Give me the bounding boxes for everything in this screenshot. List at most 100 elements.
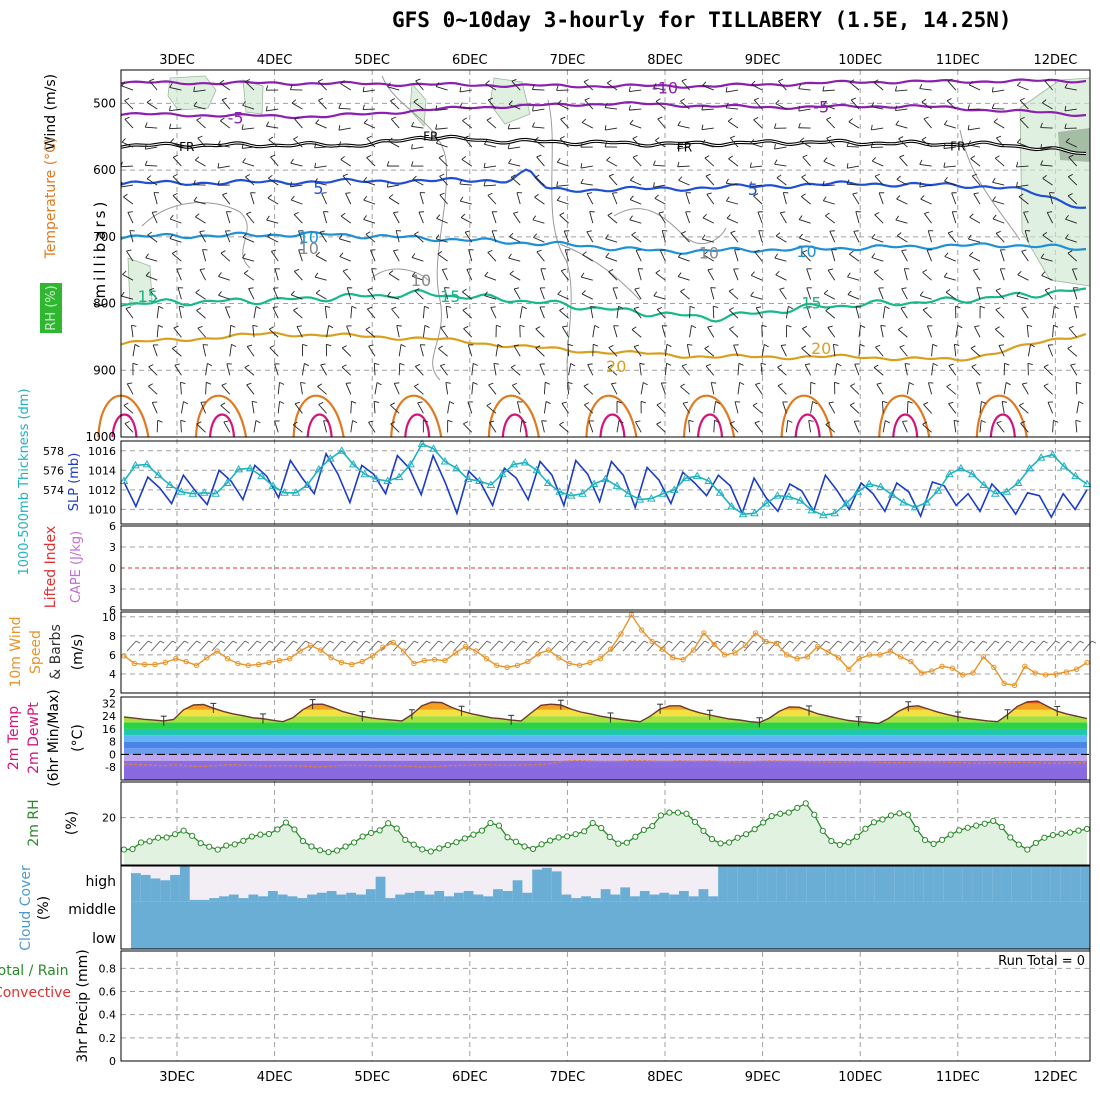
wind-barb [678, 276, 690, 281]
cloud-high-bar [590, 898, 602, 902]
wind-barb [339, 256, 351, 262]
surface-wind-flag [353, 640, 359, 644]
wind-barb-flag [445, 381, 451, 384]
rh-point [623, 839, 630, 846]
wind-barb [1070, 364, 1078, 376]
wind-barb-flag [583, 79, 589, 83]
wind-barb [177, 287, 182, 300]
wind-barb-flag [172, 173, 178, 177]
thickness-point [222, 478, 232, 486]
surface-wind-barb [138, 640, 149, 652]
wind-barb [251, 401, 255, 414]
surface-wind-flag [837, 640, 843, 644]
wind-barb-flag [922, 307, 928, 311]
wind-barb [267, 236, 279, 243]
cloud-high-bar [669, 894, 680, 902]
wind-barb [199, 231, 206, 243]
wind-speed-point [1053, 671, 1059, 677]
rh-point [137, 839, 145, 846]
surface-wind-flag [595, 640, 601, 644]
panel-frame [120, 950, 1091, 1062]
wind-barb [345, 383, 352, 395]
wind-barb-flag [587, 192, 593, 194]
wind-barb-flag [411, 253, 416, 258]
wind-barb [250, 192, 255, 205]
thickness-point [841, 499, 851, 507]
wind-barb [1067, 348, 1078, 357]
wind-barb [293, 271, 303, 281]
surface-wind-barb [296, 640, 306, 652]
frame-layer [120, 69, 1091, 1062]
wind-barb-flag [895, 105, 897, 111]
wind-barb [902, 421, 908, 433]
wind-barb [849, 404, 860, 414]
wind-barb [608, 175, 618, 186]
wind-barb [508, 127, 521, 130]
wind-barb [1003, 382, 1007, 395]
wind-barb [895, 89, 908, 92]
precip-tick-label: 0.2 [99, 1032, 117, 1045]
wind-barb [225, 230, 231, 243]
wind-barb [657, 118, 666, 129]
wind-barb [1020, 422, 1029, 433]
wind-barb [850, 99, 860, 110]
wind-barb [149, 80, 158, 91]
wind-barb-flag [197, 135, 203, 139]
wind-speed-point [618, 631, 624, 637]
wind-barb-flag [387, 82, 391, 88]
rh-point [299, 837, 307, 845]
wind-barb [858, 325, 862, 338]
wind-barb-flag [267, 232, 272, 238]
wind-barb-flag [440, 363, 446, 367]
bottom-day-label: 12DEC [1033, 1070, 1077, 1085]
cloud-high-bar [502, 890, 513, 902]
rh-point [257, 831, 264, 838]
wind-barb [511, 81, 521, 91]
wind-barb-flag [921, 136, 927, 141]
wind-barb-flag [896, 175, 901, 180]
surface-wind-flag [643, 640, 649, 644]
wind-barb [1068, 156, 1078, 167]
wind-barb [197, 327, 206, 338]
wind-barb [1019, 119, 1029, 129]
wind-barb [483, 184, 497, 187]
wind-barb [1042, 178, 1053, 186]
wind-barb [1047, 402, 1054, 414]
wind-barb-flag [755, 382, 761, 385]
wind-barb-flag [342, 173, 348, 177]
wind-barb-flag [788, 305, 793, 310]
wind-barb-flag [633, 306, 639, 309]
precip-tick-label: 0.8 [99, 962, 117, 975]
surface-wind-flag [922, 640, 927, 644]
thickness-point [245, 463, 255, 472]
cloud-high-bar [287, 896, 298, 902]
wind-barb [878, 192, 884, 205]
wind-barb [664, 344, 668, 357]
wind-barb [631, 329, 642, 338]
wind-barb [897, 235, 908, 243]
wind-barb-flag [497, 344, 503, 348]
rh-contour [613, 208, 727, 244]
wind-speed-point [991, 664, 997, 670]
wind-speed-point [173, 655, 179, 662]
wind-barb-flag [922, 421, 928, 425]
wind-barb-flag [945, 288, 951, 293]
wind-barb [822, 89, 835, 92]
thickness-line [123, 442, 1088, 517]
wind-barb-flag [519, 324, 525, 328]
wind-barb-flag [197, 325, 203, 329]
surface-wind-barb [525, 640, 536, 652]
wind-barb [314, 182, 327, 186]
wind-barb-flag [447, 419, 453, 423]
rh-contour [559, 243, 641, 301]
wind-barb-flag [895, 86, 898, 92]
cloud-high-bg [395, 866, 406, 902]
wind-barb [298, 249, 303, 262]
cloud-high-bar [189, 899, 200, 902]
surface-wind-flag [232, 640, 238, 644]
wind-barb [269, 347, 279, 357]
wind-barb [300, 382, 303, 395]
wind-barb-flag [435, 138, 440, 144]
rh-point [274, 826, 281, 833]
wind-barb [411, 257, 424, 262]
